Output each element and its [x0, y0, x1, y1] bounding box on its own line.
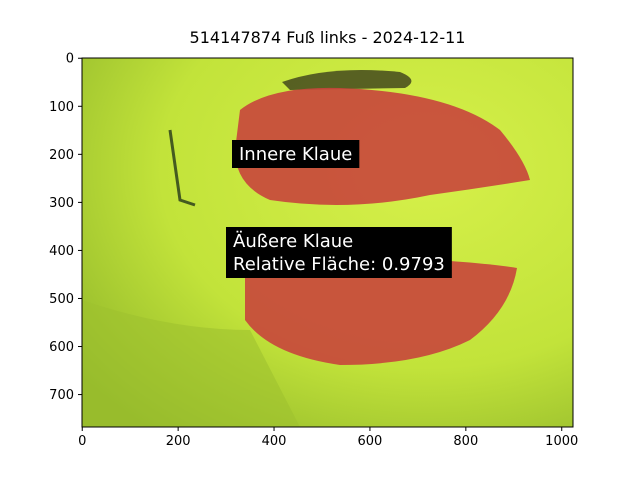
x-tick-label: 600	[358, 434, 383, 449]
annotation: Innere Klaue	[232, 140, 360, 168]
annotation-text: Äußere Klaue	[233, 231, 353, 252]
y-tick-label: 300	[49, 196, 74, 211]
y-tick-label: 500	[49, 292, 74, 307]
axes-frame	[81, 57, 574, 428]
annotation-box	[232, 140, 360, 168]
y-tick-label: 200	[49, 148, 74, 163]
x-tick-label: 1000	[545, 434, 578, 449]
y-tick-label: 600	[49, 340, 74, 355]
x-tick-label: 400	[262, 434, 287, 449]
x-tick-label: 0	[78, 434, 86, 449]
annotation-box	[226, 227, 452, 278]
photo	[82, 58, 573, 427]
chart-title: 514147874 Fuß links - 2024-12-11	[190, 28, 466, 47]
x-tick-label: 200	[166, 434, 191, 449]
y-tick-label: 100	[49, 100, 74, 115]
x-tick-label: 800	[453, 434, 478, 449]
annotation-text: Innere Klaue	[239, 144, 352, 165]
annotation-text: Relative Fläche: 0.9793	[233, 254, 445, 275]
y-tick-label: 700	[49, 388, 74, 403]
y-tick-label: 0	[66, 52, 74, 67]
y-tick-label: 400	[49, 244, 74, 259]
